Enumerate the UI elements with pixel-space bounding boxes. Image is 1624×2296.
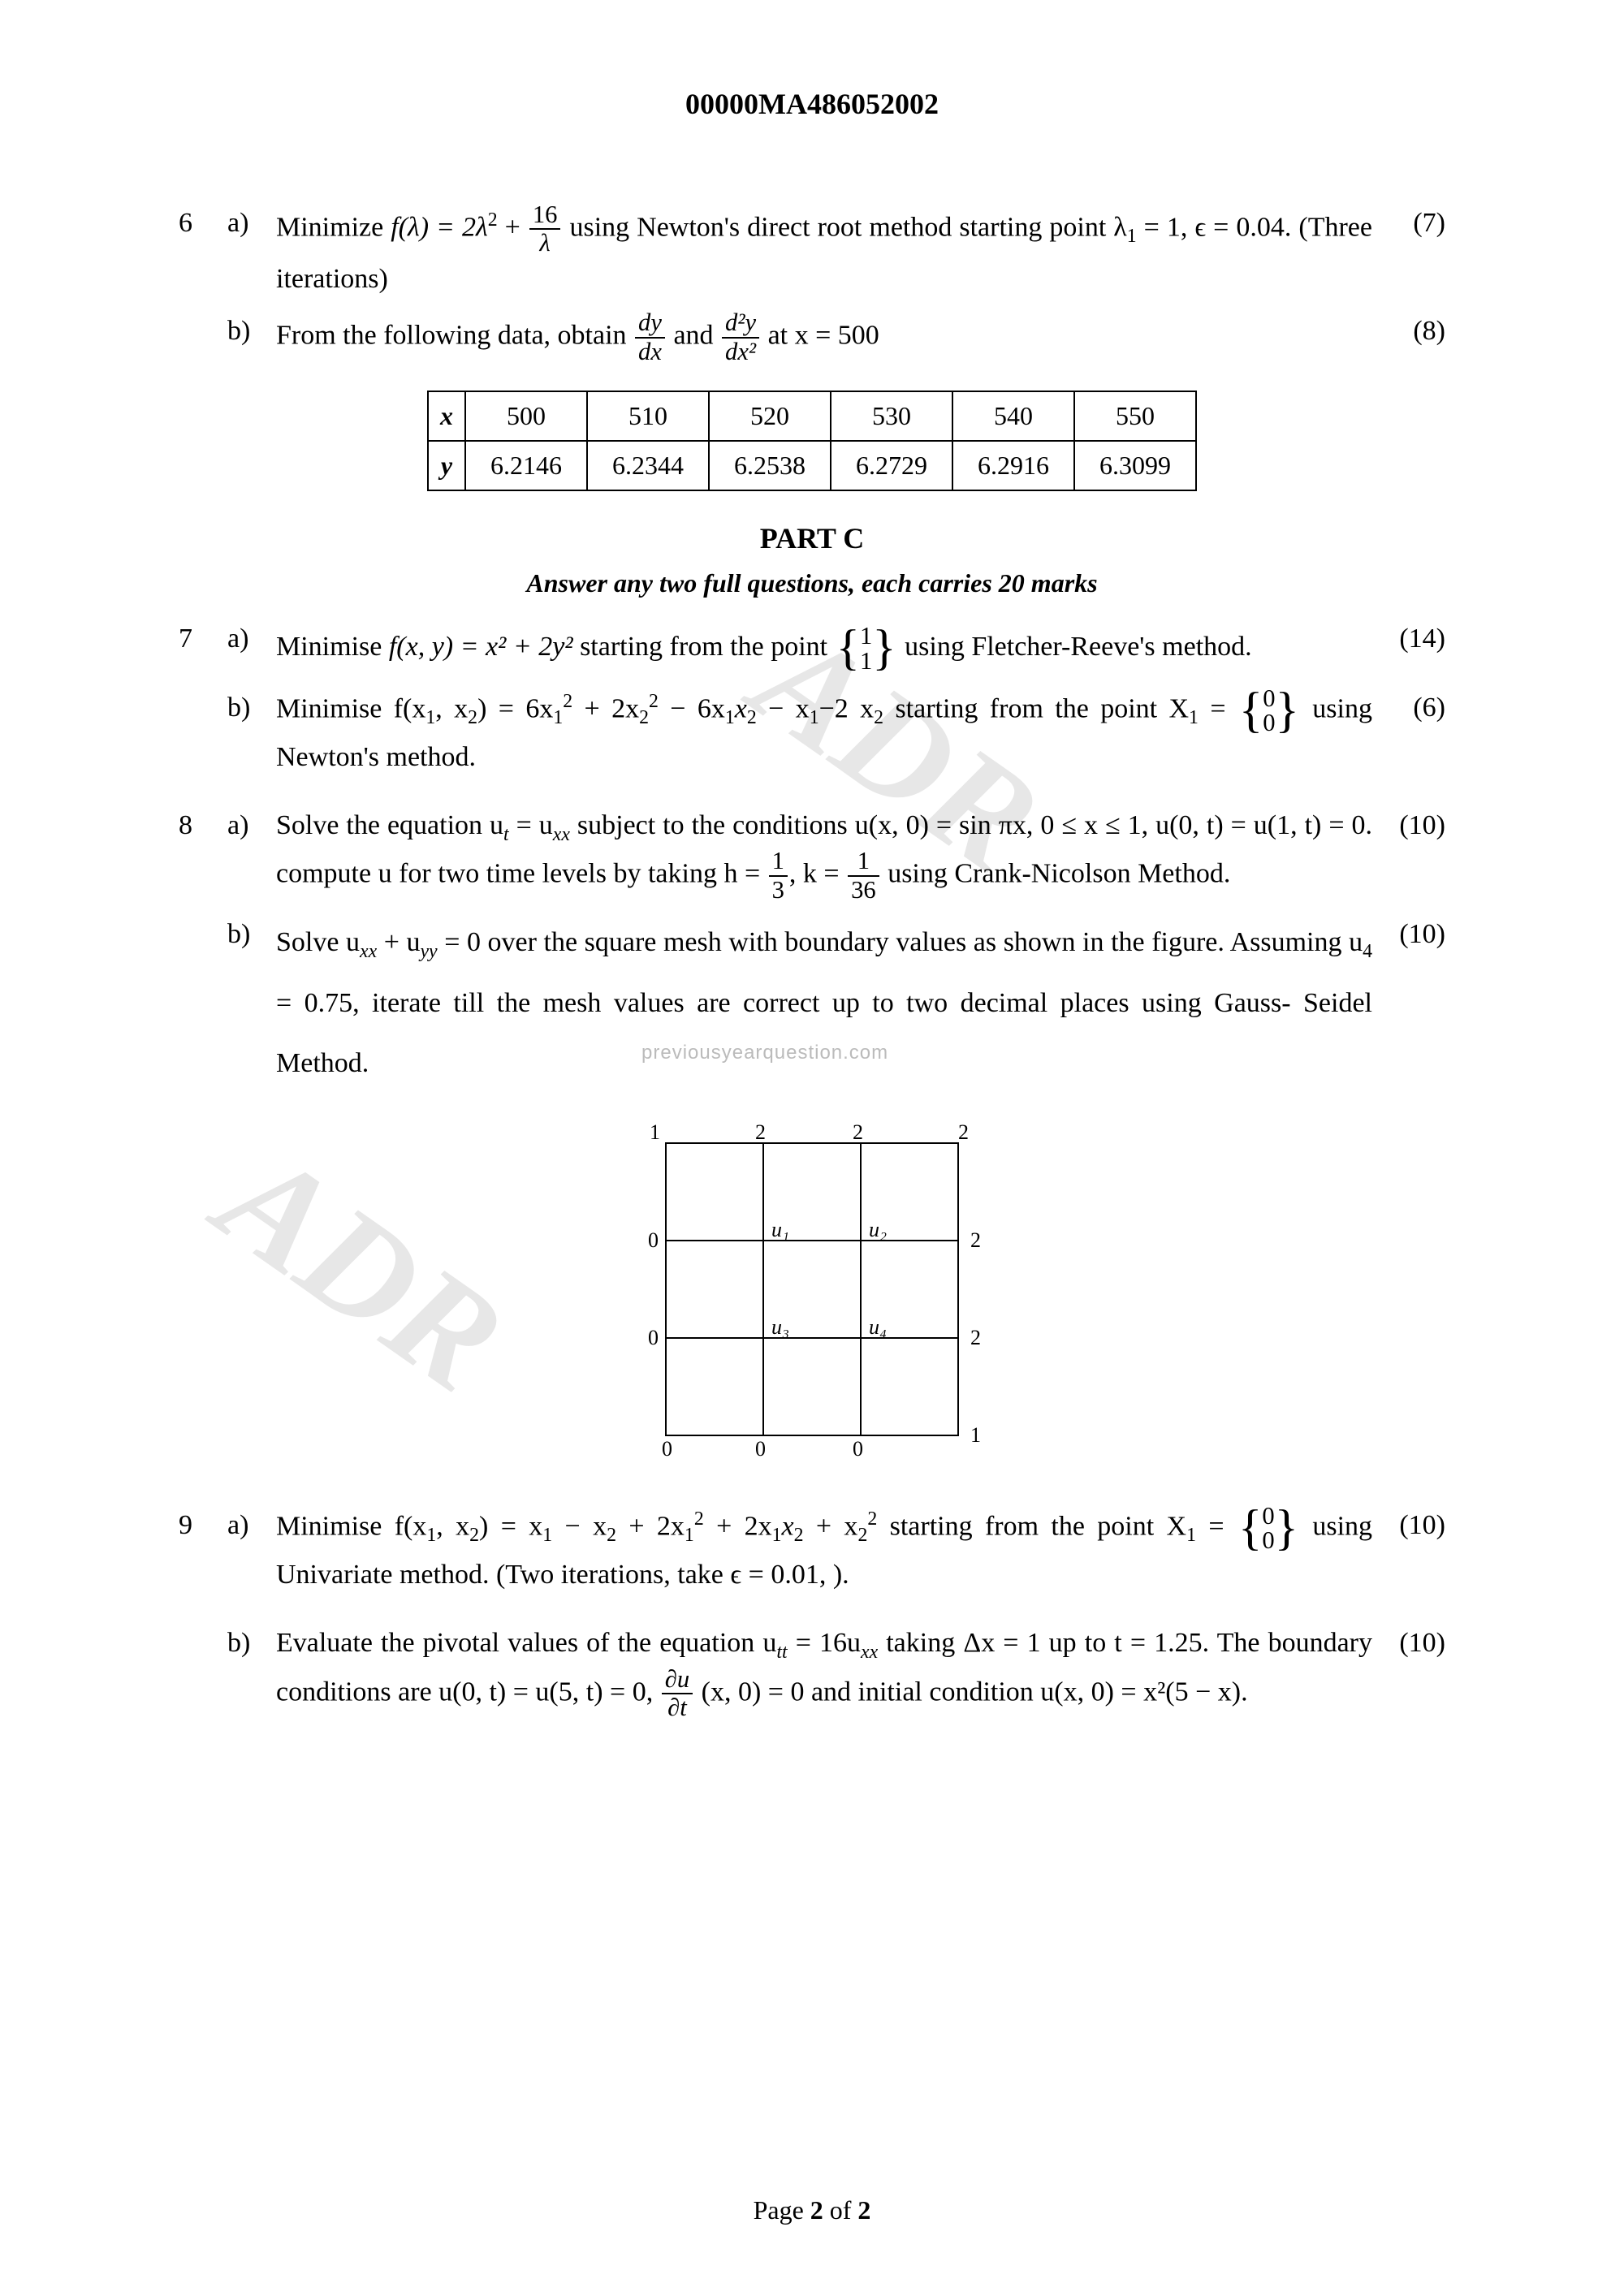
svg-text:u₃: u₃ [771, 1315, 789, 1339]
question-marks: (7) [1380, 201, 1445, 302]
part-heading: PART C [179, 516, 1445, 563]
question-sub: a) [227, 804, 268, 904]
svg-text:2: 2 [970, 1326, 981, 1349]
table-cell: 6.2916 [952, 441, 1074, 490]
question-text: Minimise f(x1, x2) = x1 − x2 + 2x12 + 2x… [276, 1504, 1372, 1598]
question-marks: (6) [1380, 686, 1445, 780]
table-row-label: x [428, 391, 465, 441]
question-marks: (10) [1380, 1504, 1445, 1598]
question-number: 8 [179, 804, 219, 904]
table-cell: 510 [587, 391, 709, 441]
table-row: y 6.2146 6.2344 6.2538 6.2729 6.2916 6.3… [428, 441, 1196, 490]
svg-text:u₂: u₂ [869, 1218, 887, 1241]
mesh-diagram: 1 2 2 2 2 2 1 0 0 0 0 0 u₁ u₂ u₃ u₄ [179, 1119, 1445, 1474]
part-instruction: Answer any two full questions, each carr… [179, 563, 1445, 604]
question-text: Minimise f(x, y) = x² + 2y² starting fro… [276, 617, 1372, 678]
svg-text:2: 2 [958, 1120, 969, 1144]
question-marks: (10) [1380, 913, 1445, 1094]
svg-text:0: 0 [662, 1437, 672, 1460]
question-number: 6 [179, 201, 219, 302]
table-cell: 6.2729 [831, 441, 952, 490]
question-marks: (14) [1380, 617, 1445, 678]
svg-text:0: 0 [755, 1437, 766, 1460]
question-marks: (8) [1380, 309, 1445, 365]
question-text: From the following data, obtain dydx and… [276, 309, 1372, 365]
question-number: 9 [179, 1504, 219, 1598]
table-row: x 500 510 520 530 540 550 [428, 391, 1196, 441]
svg-text:2: 2 [853, 1120, 863, 1144]
svg-text:0: 0 [648, 1228, 659, 1252]
question-text: Evaluate the pivotal values of the equat… [276, 1621, 1372, 1722]
table-cell: 6.2538 [709, 441, 831, 490]
table-cell: 540 [952, 391, 1074, 441]
svg-text:2: 2 [970, 1228, 981, 1252]
table-cell: 530 [831, 391, 952, 441]
svg-text:1: 1 [970, 1423, 981, 1447]
table-cell: 6.2344 [587, 441, 709, 490]
data-table-q6b: x 500 510 520 530 540 550 y 6.2146 6.234… [427, 391, 1197, 491]
question-sub: a) [227, 617, 268, 678]
table-cell: 6.3099 [1074, 441, 1196, 490]
watermark-url: previousyearquestion.com [641, 1038, 888, 1068]
question-sub: b) [227, 309, 268, 365]
question-sub: b) [227, 686, 268, 780]
svg-text:u₁: u₁ [771, 1218, 789, 1241]
svg-text:0: 0 [648, 1326, 659, 1349]
question-marks: (10) [1380, 1621, 1445, 1722]
svg-text:2: 2 [755, 1120, 766, 1144]
table-cell: 500 [465, 391, 587, 441]
question-marks: (10) [1380, 804, 1445, 904]
table-cell: 520 [709, 391, 831, 441]
table-row-label: y [428, 441, 465, 490]
page-footer: Page 2 of 2 [0, 2190, 1624, 2231]
question-sub: b) [227, 913, 268, 1094]
question-text: Solve the equation ut = uxx subject to t… [276, 804, 1372, 904]
question-sub: a) [227, 1504, 268, 1598]
svg-text:1: 1 [650, 1120, 660, 1144]
svg-text:u₄: u₄ [869, 1315, 887, 1339]
paper-code: 00000MA486052002 [179, 81, 1445, 128]
table-cell: 550 [1074, 391, 1196, 441]
question-text: Minimise f(x1, x2) = 6x12 + 2x22 − 6x1x2… [276, 686, 1372, 780]
question-sub: b) [227, 1621, 268, 1722]
svg-text:0: 0 [853, 1437, 863, 1460]
table-cell: 6.2146 [465, 441, 587, 490]
question-sub: a) [227, 201, 268, 302]
question-text: Minimize f(λ) = 2λ2 + 16λ using Newton's… [276, 201, 1372, 302]
question-number: 7 [179, 617, 219, 678]
